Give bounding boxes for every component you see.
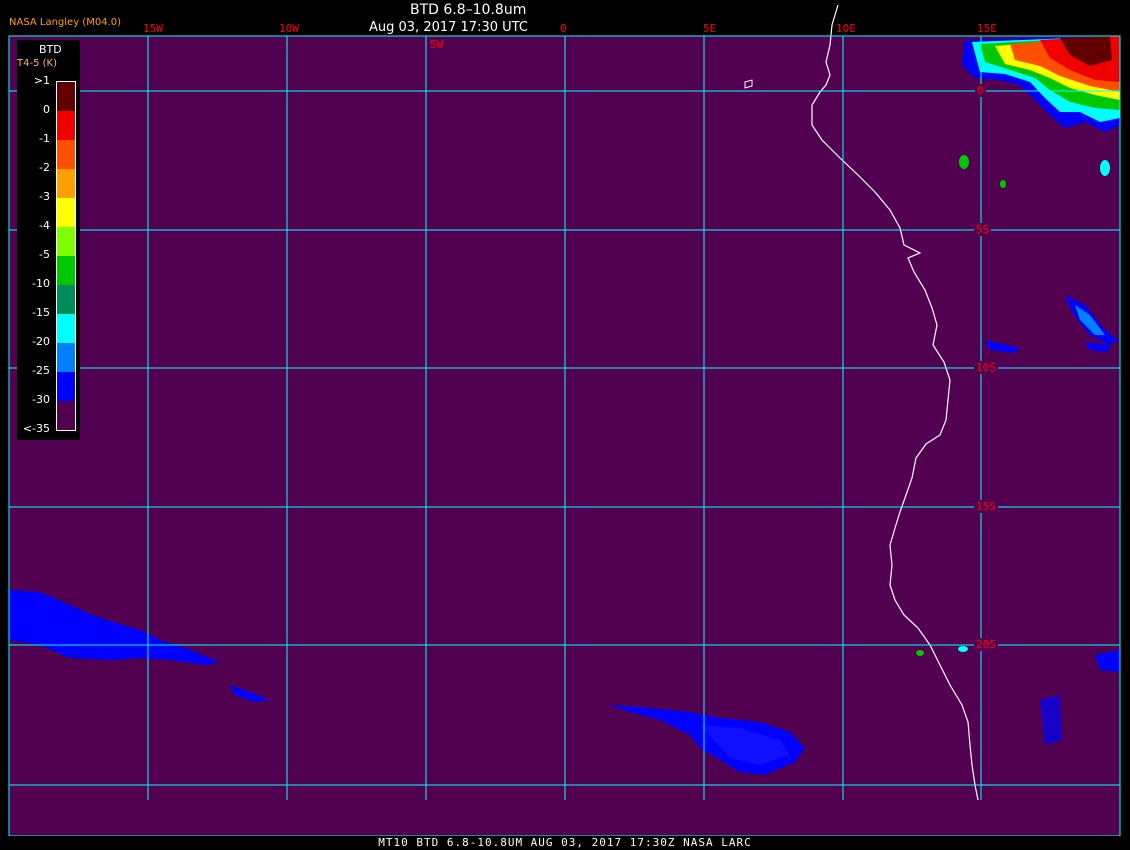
legend-swatch — [57, 285, 75, 314]
legend-swatch — [57, 169, 75, 198]
legend-unit: T4-5 (K) — [17, 58, 57, 69]
legend-tick-label: -15 — [32, 306, 50, 319]
footer-caption: MT10 BTD 6.8-10.8UM AUG 03, 2017 17:30Z … — [378, 836, 752, 849]
lat-lon-grid — [9, 36, 1120, 800]
image-datetime: Aug 03, 2017 17:30 UTC — [369, 20, 528, 35]
legend-swatch — [57, 343, 75, 372]
legend-tick-label: -5 — [39, 248, 50, 261]
image-title: BTD 6.8–10.8um — [410, 2, 527, 18]
lon-label-5w: 5W — [430, 38, 444, 51]
lon-label-15e: 15E — [977, 22, 997, 35]
island — [744, 79, 753, 89]
legend-title: BTD — [39, 43, 62, 56]
legend-tick-label: >1 — [33, 74, 50, 87]
legend-swatch — [57, 314, 75, 343]
legend-tick-label: -4 — [39, 219, 50, 232]
lat-label-10s: 10S — [974, 361, 998, 374]
legend-tick-label: -20 — [32, 335, 50, 348]
legend-swatch — [57, 256, 75, 285]
cloud-region-southwest — [9, 590, 270, 702]
legend-swatch — [57, 111, 75, 140]
legend-swatch — [57, 401, 75, 430]
legend-tick-label: -10 — [32, 277, 50, 290]
legend-swatch — [57, 198, 75, 227]
cloud-region-northeast — [962, 36, 1120, 132]
legend-tick-label: -1 — [39, 132, 50, 145]
legend-tick-label: -25 — [32, 364, 50, 377]
brand-label: NASA Langley (M04.0) — [9, 17, 121, 28]
cloud-region-east — [916, 155, 1120, 745]
lon-label-0: 0 — [560, 22, 567, 35]
legend-swatch — [57, 82, 75, 111]
footer-bar — [0, 836, 1130, 850]
legend-tick-label: -3 — [39, 190, 50, 203]
lat-label-20s: 20S — [974, 638, 998, 651]
legend-swatch — [57, 140, 75, 169]
legend-tick-label: <-35 — [22, 422, 50, 435]
lon-label-10e: 10E — [836, 22, 856, 35]
lat-label-15s: 15S — [974, 500, 998, 513]
lon-label-10w: 10W — [279, 22, 299, 35]
legend-swatch — [57, 227, 75, 256]
lat-label-5s: 5S — [974, 223, 992, 236]
color-legend: BTD T4-5 (K) >1 0 -1 -2 -3 -4 -5 -10 -15 -20 -25 -3… — [17, 40, 80, 440]
cloud-region-south — [608, 705, 805, 775]
legend-tick-label: -30 — [32, 393, 50, 406]
legend-tick-label: -2 — [39, 161, 50, 174]
legend-colorbar — [56, 81, 76, 431]
lon-label-5e: 5E — [703, 22, 717, 35]
lon-label-15w: 15W — [143, 22, 163, 35]
legend-swatch — [57, 372, 75, 401]
legend-tick-label: 0 — [43, 103, 50, 116]
lat-label-0: 0 — [975, 84, 986, 97]
